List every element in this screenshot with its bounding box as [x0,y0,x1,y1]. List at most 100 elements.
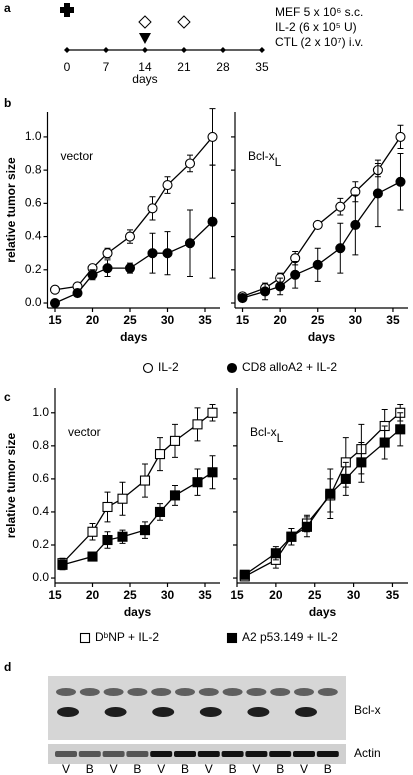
timeline-tick-label: 21 [177,60,191,74]
data-marker [117,493,128,504]
x-tick-label: 35 [386,588,400,602]
x-tick-label: 15 [236,313,250,327]
x-tick-label: 35 [198,313,212,327]
blot-band [104,707,127,717]
data-marker [207,407,218,418]
data-marker [207,216,218,227]
blot-band [79,688,100,696]
blot-band [127,688,148,696]
blot-band [103,688,124,696]
lane-label: V [300,762,308,775]
event-marker [60,3,74,17]
blot-band [197,751,220,757]
timeline-tick [102,47,109,53]
lane-label: B [324,762,332,775]
lane-label: V [62,762,70,775]
blot-band [102,751,125,757]
event-label: CTL (2 x 10⁷) i.v. [275,35,363,49]
timeline-tick [180,47,187,53]
chart-title-subscript: L [277,431,284,445]
data-marker [87,269,98,280]
x-tick-label: 30 [349,313,363,327]
band-label: Actin [354,746,381,760]
legend-label: IL-2 [158,360,179,374]
data-marker [312,219,323,230]
x-tick-label: 30 [161,313,175,327]
data-marker [154,506,166,517]
blot-actin-membrane [48,744,346,764]
y-tick-label: 0.6 [25,196,42,210]
data-marker [335,243,346,254]
timeline-tick-label: 28 [216,60,230,74]
timeline-tick [258,47,265,53]
data-marker [207,131,218,142]
x-tick-label: 15 [230,588,244,602]
data-marker [147,248,158,259]
data-marker [395,424,406,435]
x-tick-label: 35 [386,313,400,327]
chart-title: vector [68,425,101,439]
y-tick-label: 0.4 [25,229,42,243]
legend-label: DᵇNP + IL-2 [95,630,159,644]
data-marker [169,435,181,446]
blot-band [294,688,314,696]
legend-marker [142,362,154,374]
x-tick-label: 20 [86,313,100,327]
x-tick-label: 15 [48,313,62,327]
lane-label: B [133,762,141,775]
data-marker [72,288,83,299]
data-marker [335,201,346,212]
timeline-xlabel: days [132,72,157,86]
blot-band [316,751,339,757]
data-marker [117,531,128,542]
x-tick-label: 25 [123,313,137,327]
blot-band [175,688,195,696]
data-marker [350,219,361,230]
blot-band [174,751,196,757]
chart-title: vector [61,149,94,163]
data-marker [124,231,136,242]
data-marker [325,488,336,499]
panel-letter: b [4,96,11,110]
data-marker [239,569,250,580]
blot-band [245,751,268,757]
lane-label: V [205,762,213,775]
timeline-tick [64,47,70,53]
data-marker [207,467,218,478]
timeline-tick-label: 35 [255,60,269,74]
data-marker [184,238,196,249]
data-marker [102,534,113,546]
data-marker [87,551,98,562]
series-line [244,428,401,576]
lane-label: B [181,762,189,775]
data-marker [260,286,271,297]
blot-band [246,688,267,696]
data-marker [379,437,390,448]
data-marker [340,473,351,484]
event-marker [138,33,151,44]
chart-title-subscript: L [275,155,282,169]
legend-label: A2 p53.149 + IL-2 [242,630,338,644]
data-marker [102,501,113,513]
x-axis-label: days [309,605,337,619]
data-marker [290,269,301,280]
band-label: Bcl-x [354,703,381,717]
y-axis-label: relative tumor size [4,157,18,263]
timeline-tick-label: 0 [64,60,71,74]
data-marker [270,548,281,559]
data-marker [162,180,173,191]
data-marker [169,490,181,501]
timeline-tick-label: 14 [138,60,152,74]
data-marker [147,203,158,214]
y-tick-label: 1.0 [32,405,49,419]
legend-marker [226,632,238,644]
lane-label: V [110,762,118,775]
timeline-tick [219,47,226,53]
blot-bclx-membrane [48,676,346,740]
blot-band [57,707,79,717]
blot-band [222,688,243,696]
chart-title: Bcl-x [248,149,275,163]
data-marker [124,263,136,274]
y-tick-label: 0.2 [32,537,49,551]
blot-band [317,688,338,696]
